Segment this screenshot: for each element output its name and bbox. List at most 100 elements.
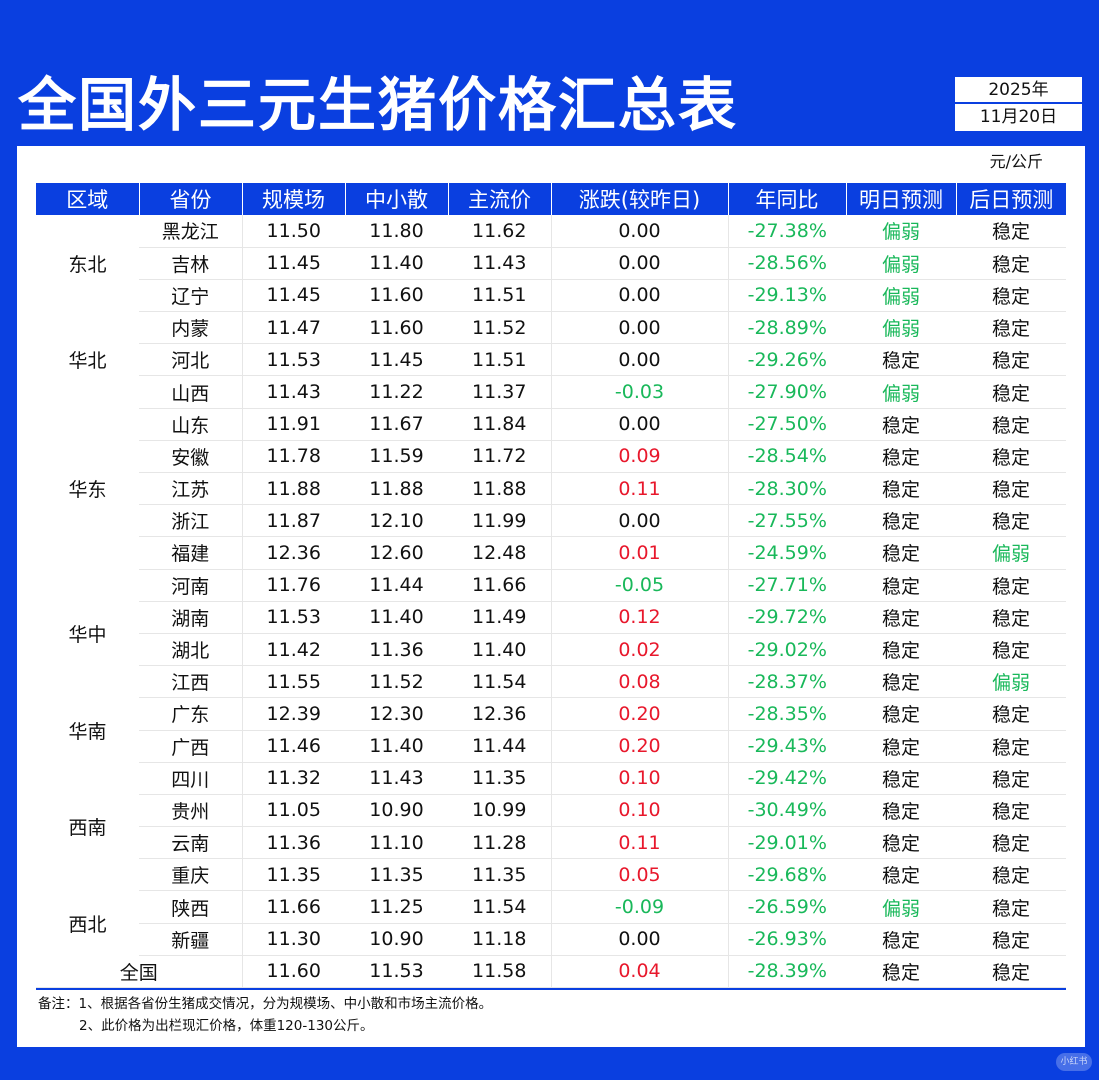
province-cell: 广东 [139, 697, 242, 731]
change-cell: 0.01 [550, 536, 728, 570]
table-row: 福建 12.36 12.60 12.48 0.01 -24.59% 稳定 偏弱 [36, 536, 1066, 570]
mainstream-price-cell: 12.48 [448, 536, 551, 570]
small-farm-price-cell: 12.10 [345, 504, 448, 538]
small-farm-price-cell: 11.10 [345, 826, 448, 860]
change-cell: 0.20 [550, 730, 728, 763]
column-header: 年同比 [727, 183, 846, 215]
yoy-cell: -27.38% [727, 215, 846, 248]
mainstream-price-cell: 11.84 [448, 408, 551, 441]
mainstream-price-cell: 11.35 [448, 858, 551, 892]
page-title: 全国外三元生猪价格汇总表 [18, 71, 739, 139]
yoy-cell: -28.89% [727, 311, 846, 345]
small-farm-price-cell: 12.30 [345, 697, 448, 731]
large-farm-price-cell: 11.53 [241, 601, 345, 634]
day-after-forecast-cell: 稳定 [956, 311, 1066, 345]
small-farm-price-cell: 11.59 [345, 440, 448, 474]
large-farm-price-cell: 11.32 [241, 762, 345, 795]
province-cell: 江西 [139, 665, 242, 699]
tomorrow-forecast-cell: 稳定 [846, 601, 956, 634]
province-cell: 内蒙 [139, 311, 242, 345]
column-header: 省份 [138, 183, 242, 215]
small-farm-price-cell: 10.90 [345, 923, 448, 956]
province-cell: 山西 [139, 375, 242, 409]
change-cell: -0.05 [550, 569, 728, 602]
table-row: 贵州 11.05 10.90 10.99 0.10 -30.49% 稳定 稳定 [36, 794, 1066, 828]
table-body: 东北 黑龙江 11.50 11.80 11.62 0.00 -27.38% 偏弱 稳定 吉林 11.… [36, 215, 1066, 989]
tomorrow-forecast-cell: 稳定 [846, 343, 956, 377]
tomorrow-forecast-cell: 稳定 [846, 826, 956, 860]
province-cell: 江苏 [139, 472, 242, 506]
day-after-forecast-cell: 稳定 [956, 923, 1066, 956]
unit-label: 元/公斤 [989, 152, 1043, 171]
table-row: 云南 11.36 11.10 11.28 0.11 -29.01% 稳定 稳定 [36, 826, 1066, 860]
region-cell: 华北 [68, 350, 107, 373]
national-row: 全国 11.60 11.53 11.58 0.04 -28.39% 稳定 稳定 [36, 955, 1066, 989]
tomorrow-forecast-cell: 稳定 [846, 569, 956, 602]
mainstream-price-cell: 11.35 [448, 762, 551, 795]
national-tomorrow-forecast: 稳定 [846, 955, 956, 989]
small-farm-price-cell: 11.44 [345, 569, 448, 602]
small-farm-price-cell: 11.60 [345, 279, 448, 313]
change-cell: -0.03 [550, 375, 728, 409]
yoy-cell: -29.01% [727, 826, 846, 860]
change-cell: 0.00 [550, 343, 728, 377]
day-after-forecast-cell: 稳定 [956, 633, 1066, 667]
note-1: 备注：1、根据各省份生猪成交情况，分为规模场、中小散和市场主流价格。 [38, 996, 493, 1012]
day-after-forecast-cell: 稳定 [956, 472, 1066, 506]
change-cell: 0.20 [550, 697, 728, 731]
mainstream-price-cell: 11.49 [448, 601, 551, 634]
table-row: 新疆 11.30 10.90 11.18 0.00 -26.93% 稳定 稳定 [36, 923, 1066, 956]
tomorrow-forecast-cell: 偏弱 [846, 215, 956, 248]
yoy-cell: -28.37% [727, 665, 846, 699]
table-row: 西南 四川 11.32 11.43 11.35 0.10 -29.42% 稳定 稳定 [36, 762, 1066, 839]
mainstream-price-cell: 11.43 [448, 247, 551, 280]
large-farm-price-cell: 11.55 [241, 665, 345, 699]
change-cell: 0.02 [550, 633, 728, 667]
day-after-forecast-cell: 稳定 [956, 215, 1066, 248]
day-after-forecast-cell: 稳定 [956, 504, 1066, 538]
province-cell: 河南 [139, 569, 242, 602]
change-cell: 0.00 [550, 504, 728, 538]
large-farm-price-cell: 11.66 [241, 890, 345, 924]
tomorrow-forecast-cell: 稳定 [846, 633, 956, 667]
large-farm-price-cell: 11.50 [241, 215, 345, 248]
yoy-cell: -26.59% [727, 890, 846, 924]
change-cell: 0.00 [550, 215, 728, 248]
table-row: 华中 河南 11.76 11.44 11.66 -0.05 -27.71% 稳定 稳定 [36, 569, 1066, 646]
yoy-cell: -29.13% [727, 279, 846, 313]
column-header: 明日预测 [845, 183, 956, 215]
tomorrow-forecast-cell: 偏弱 [846, 890, 956, 924]
mainstream-price-cell: 11.54 [448, 890, 551, 924]
mainstream-price-cell: 11.18 [448, 923, 551, 956]
small-farm-price-cell: 10.90 [345, 794, 448, 828]
change-cell: 0.05 [550, 858, 728, 892]
column-header: 主流价 [447, 183, 551, 215]
yoy-cell: -28.56% [727, 247, 846, 280]
day-after-forecast-cell: 稳定 [956, 826, 1066, 860]
small-farm-price-cell: 11.36 [345, 633, 448, 667]
table-row: 江西 11.55 11.52 11.54 0.08 -28.37% 稳定 偏弱 [36, 665, 1066, 699]
column-header: 中小散 [344, 183, 448, 215]
mainstream-price-cell: 11.28 [448, 826, 551, 860]
table-row: 东北 黑龙江 11.50 11.80 11.62 0.00 -27.38% 偏弱 稳定 [36, 215, 1066, 276]
table-row: 吉林 11.45 11.40 11.43 0.00 -28.56% 偏弱 稳定 [36, 247, 1066, 280]
mainstream-price-cell: 11.66 [448, 569, 551, 602]
region-cell: 华东 [68, 479, 107, 502]
table-row: 湖北 11.42 11.36 11.40 0.02 -29.02% 稳定 稳定 [36, 633, 1066, 667]
small-farm-price-cell: 11.25 [345, 890, 448, 924]
region-cell: 东北 [68, 253, 107, 276]
small-farm-price-cell: 11.40 [345, 601, 448, 634]
province-cell: 广西 [139, 730, 242, 763]
yoy-cell: -29.02% [727, 633, 846, 667]
national-large-price: 11.60 [241, 955, 345, 989]
small-farm-price-cell: 11.40 [345, 247, 448, 280]
watermark-badge: 小红书 [1056, 1053, 1092, 1071]
mainstream-price-cell: 11.51 [448, 343, 551, 377]
region-cell: 华中 [68, 623, 107, 646]
yoy-cell: -27.71% [727, 569, 846, 602]
large-farm-price-cell: 11.78 [241, 440, 345, 474]
yoy-cell: -29.43% [727, 730, 846, 763]
small-farm-price-cell: 11.22 [345, 375, 448, 409]
yoy-cell: -24.59% [727, 536, 846, 570]
province-cell: 吉林 [139, 247, 242, 280]
